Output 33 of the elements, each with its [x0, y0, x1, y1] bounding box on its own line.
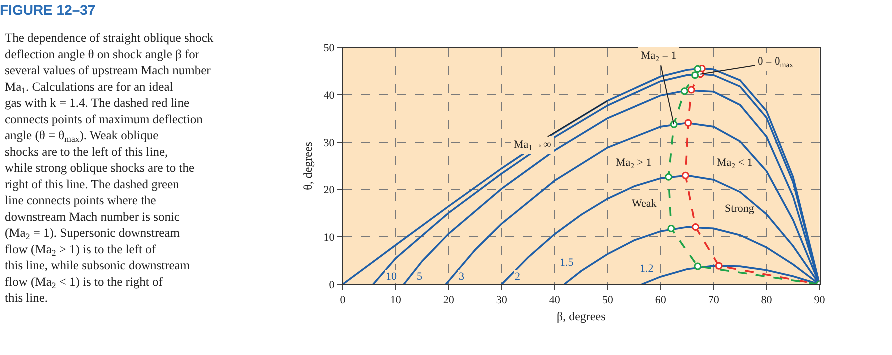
x-tick-label: 0	[340, 294, 346, 307]
y-tick-label: 0	[329, 279, 336, 292]
x-tick-label: 50	[602, 294, 614, 307]
series-label: 5	[417, 271, 423, 283]
series-label: 1.5	[560, 257, 574, 269]
x-tick-label: 90	[814, 294, 826, 307]
series-label: 2	[515, 271, 520, 283]
text: The dependence of straight oblique shock deflection angle θ on shock angle β for several values of upstream Mach number Ma$_{1}$. Calculations are for an ideal gas with k = 1.4. The dashed red line connects points of maximum deflection angle (θ = θ$_{max}$). Weak oblique shocks are to the left of this line, while strong oblique shocks are to the right of this line. The dashed green line connects points where the downstream Mach number is sonic (Ma$_{2}$ = 1). Supersonic downstream flow (Ma$_{2}$ > 1) is to the left of this line, while subsonic downstream flow (Ma$_{2}$ < 1) is to the right of this line.	[5, 31, 214, 305]
series-label: 3	[459, 271, 465, 283]
x-tick-label: 80	[761, 294, 773, 307]
annotation: Strong	[725, 203, 755, 215]
x-tick-label: 10	[390, 294, 402, 307]
y-tick-label: 50	[324, 42, 336, 55]
annotation: Ma$_{2}$ > 1	[616, 157, 652, 170]
y-tick-label: 20	[324, 184, 336, 197]
x-axis-title: β, degrees	[556, 310, 606, 324]
annotation: Ma$_{1}$→∞	[514, 139, 552, 152]
x-tick-label: 70	[708, 294, 720, 307]
y-tick-label: 30	[324, 137, 336, 150]
x-tick-label: 20	[443, 294, 455, 307]
x-tick-label: 30	[496, 294, 508, 307]
text: FIGURE 12–37	[0, 2, 96, 18]
series-label: 10	[386, 271, 398, 283]
y-axis-title: θ, degrees	[301, 142, 316, 190]
series-label: 1.2	[640, 263, 654, 275]
x-tick-label: 40	[549, 294, 561, 307]
y-tick-label: 10	[324, 232, 336, 244]
annotation: Weak	[632, 198, 658, 210]
x-tick-label: 60	[655, 294, 667, 307]
annotation: Ma$_{2}$ < 1	[717, 157, 753, 170]
annotation: θ = θ$_{max}$	[758, 56, 794, 70]
annotation: Ma$_{2}$ = 1	[641, 50, 677, 64]
y-tick-label: 40	[324, 90, 336, 102]
